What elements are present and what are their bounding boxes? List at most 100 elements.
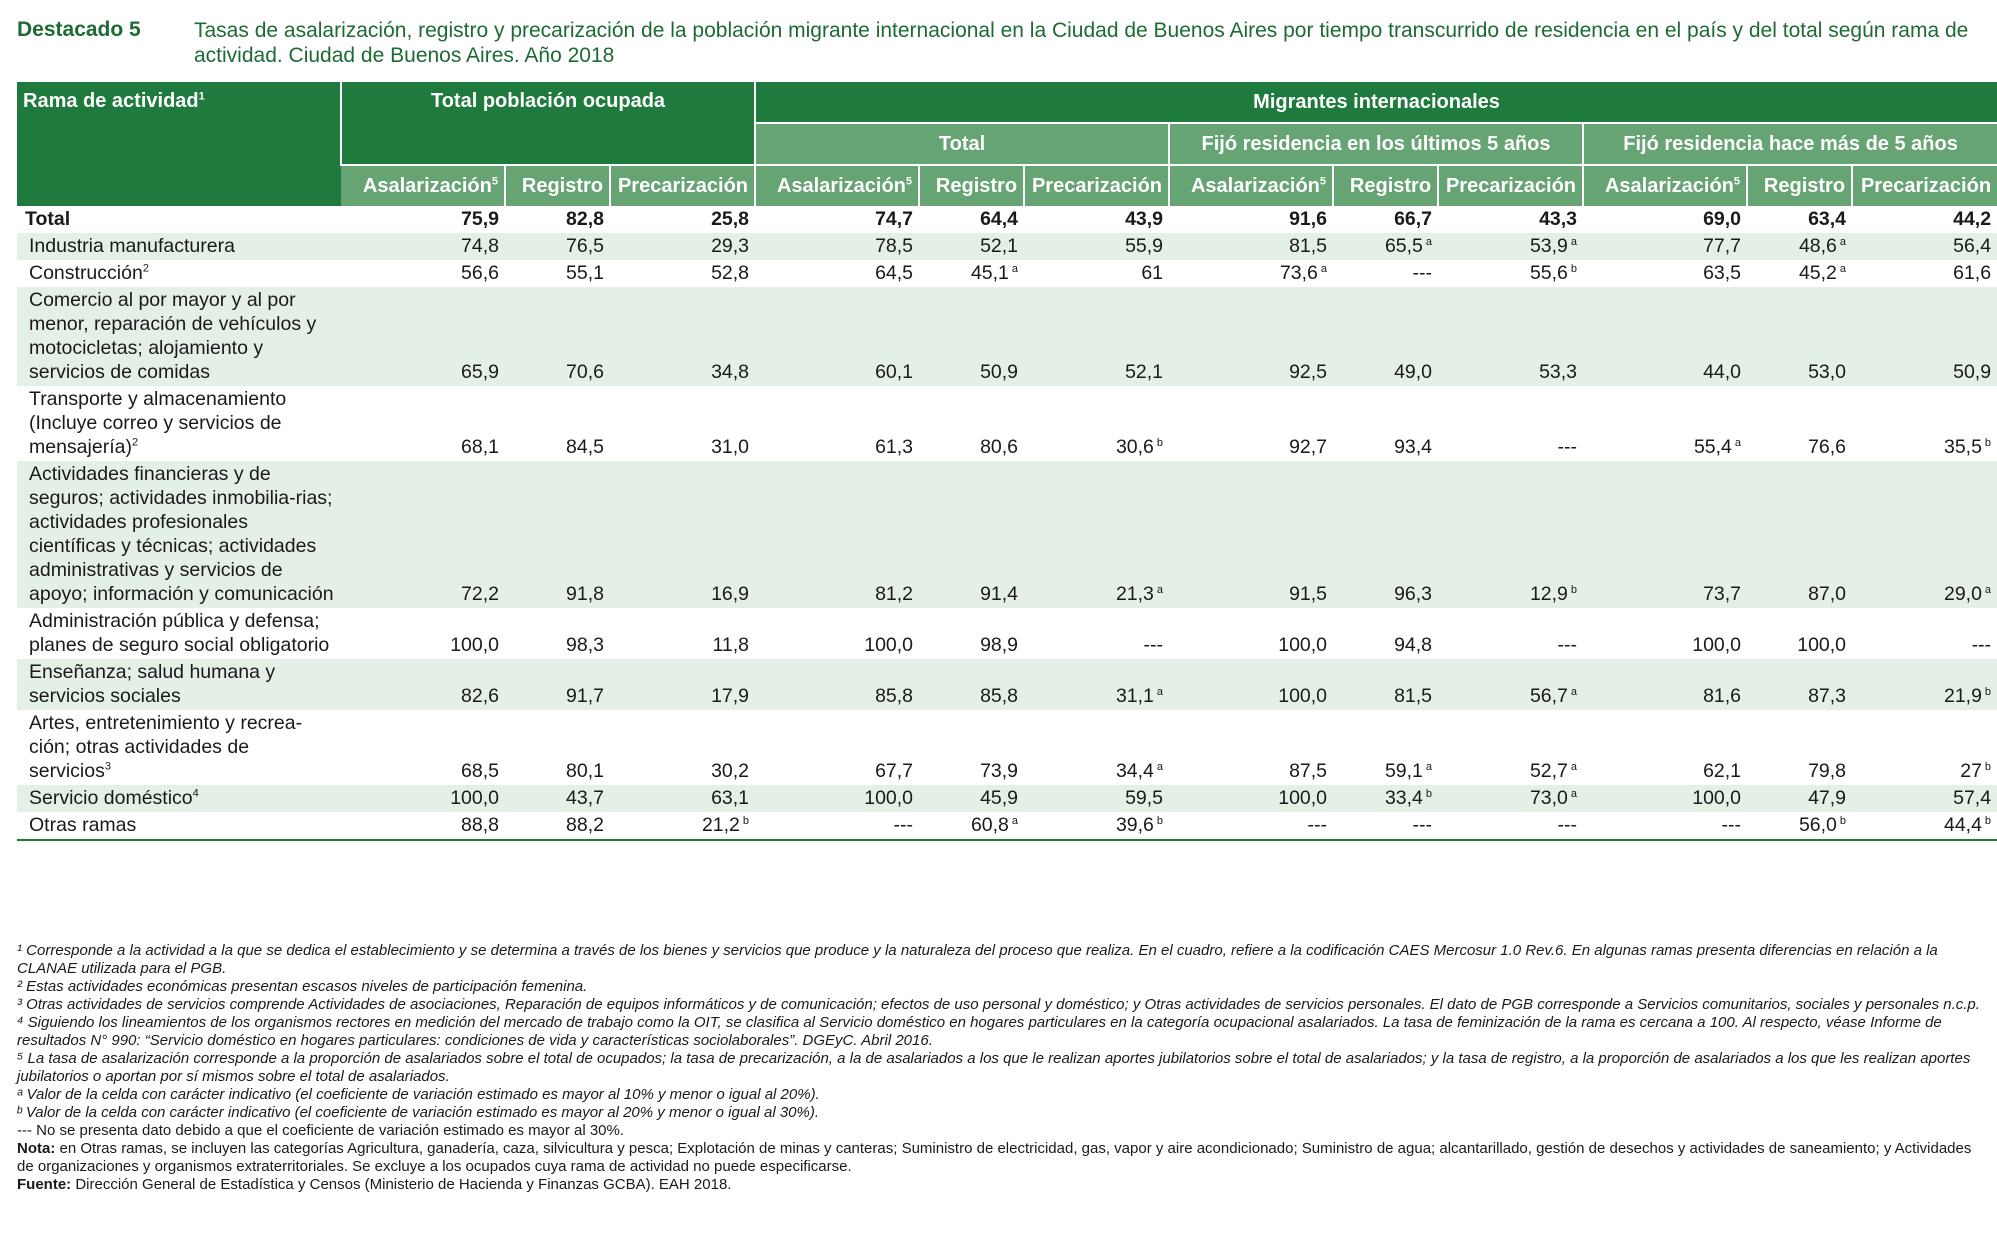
table-body: Total 75,9 82,8 25,8 74,7 64,4 43,9 91,6 66,7 43,… xyxy=(17,206,1997,841)
cell-note-marker: b xyxy=(1984,685,1992,698)
table-row: Industria manufacturera 74,8 76,5 29,3 78,5 5… xyxy=(17,233,1997,260)
table-cell: 100,0 xyxy=(864,634,914,656)
footnote-2: ² Estas actividades económicas presentan… xyxy=(17,978,588,995)
cell-note-marker: b xyxy=(1839,814,1847,827)
table-cell: 81,5 xyxy=(1169,233,1334,260)
table-cell: 35,5 b xyxy=(1943,436,1992,458)
table-cell: 60,8 a xyxy=(919,812,1025,841)
table-cell: 73,0 a xyxy=(1438,785,1584,812)
row-label: Administración pública y defensa; planes… xyxy=(29,610,330,656)
table-cell: --- xyxy=(1169,812,1334,841)
row-label: Otras ramas xyxy=(17,812,341,841)
cell-note-marker: b xyxy=(1570,583,1578,596)
table-row-total: Total 75,9 82,8 25,8 74,7 64,4 43,9 91,6 66,7 43,… xyxy=(17,206,1997,233)
cell-note-marker: a xyxy=(1011,814,1019,827)
footnote-dash: --- No se presenta dato debido a que el … xyxy=(17,1122,625,1139)
table-cell: 52,1 xyxy=(919,233,1025,260)
table-cell: --- xyxy=(755,812,920,841)
table-cell: 29,0 a xyxy=(1852,461,1997,608)
table-cell: 61 xyxy=(1141,262,1164,284)
cell-note-marker: a xyxy=(1425,235,1433,248)
table-cell: 68,1 xyxy=(461,436,499,458)
metric-header-registro: Registro xyxy=(1746,164,1853,206)
table-cell: 59,1 a xyxy=(1384,760,1433,782)
cell-note-marker: a xyxy=(1570,787,1578,800)
table-cell: 73,7 xyxy=(1583,461,1748,608)
table-cell: 62,1 xyxy=(1703,760,1742,782)
table-cell: 56,0 b xyxy=(1747,812,1853,841)
table-cell: 53,9 a xyxy=(1438,233,1584,260)
row-label: Industria manufacturera xyxy=(17,233,341,260)
table-cell: 55,4 a xyxy=(1693,436,1742,458)
table-cell: 53,3 xyxy=(1438,287,1584,386)
table-cell: 63,4 xyxy=(1808,208,1847,230)
table-cell: 100,0 xyxy=(1278,634,1328,656)
table-cell: 82,6 xyxy=(341,659,505,710)
table-cell: --- xyxy=(1557,436,1578,458)
source: Fuente: Dirección General de Estadística… xyxy=(17,1176,1980,1194)
table-cell: 45,9 xyxy=(919,785,1025,812)
table-cell: 56,6 xyxy=(461,262,499,284)
table-cell: 73,9 xyxy=(980,760,1019,782)
table-cell: 33,4 b xyxy=(1333,785,1439,812)
table-cell: 88,2 xyxy=(505,812,610,841)
table-cell: 31,0 xyxy=(711,436,750,458)
table-cell: 66,7 xyxy=(1394,208,1433,230)
source-text: Dirección General de Estadística y Censo… xyxy=(71,1176,732,1193)
table-cell: 100,0 xyxy=(450,634,499,656)
metric-header-precarización: Precarización xyxy=(1851,164,1997,206)
row-label: Total xyxy=(25,208,71,230)
cell-note-marker: a xyxy=(1984,583,1992,596)
table-cell: 29,3 xyxy=(610,233,756,260)
table-cell: 57,4 xyxy=(1852,785,1997,812)
table-cell: 91,4 xyxy=(919,461,1025,608)
cell-note-marker: b xyxy=(1984,814,1992,827)
table-cell: 21,9 b xyxy=(1852,659,1997,710)
table-cell: 16,9 xyxy=(610,461,756,608)
col-header-rama: Rama de actividad1 xyxy=(17,82,341,206)
table-cell: 39,6 b xyxy=(1024,812,1170,841)
footnote-5: ⁵ La tasa de asalarización corresponde a… xyxy=(17,1050,1971,1085)
table-title: Tasas de asalarización, registro y preca… xyxy=(194,19,1969,67)
table-row: Transporte y almacenamiento (Incluye cor… xyxy=(17,386,1997,461)
table-cell: 74,8 xyxy=(341,233,505,260)
table-cell: 45,2 a xyxy=(1798,262,1847,284)
table-cell: 45,1 a xyxy=(970,262,1019,284)
footnote-b: ᵇ Valor de la celda con carácter indicat… xyxy=(17,1104,820,1121)
cell-note-marker: a xyxy=(1425,760,1433,773)
cell-note-marker: a xyxy=(1156,760,1164,773)
table-cell: 100,0 xyxy=(1797,634,1847,656)
table-cell: 91,7 xyxy=(505,659,610,710)
cell-note-marker: a xyxy=(1156,685,1164,698)
table-cell: 81,6 xyxy=(1583,659,1748,710)
note: Nota: en Otras ramas, se incluyen las ca… xyxy=(17,1140,1980,1176)
metric-header-precarización: Precarización xyxy=(1023,164,1170,206)
row-label: Transporte y almacenamiento (Incluye cor… xyxy=(29,388,287,458)
table-cell: 92,5 xyxy=(1169,287,1334,386)
table-cell: 87,5 xyxy=(1289,760,1328,782)
table-cell: 72,2 xyxy=(341,461,505,608)
table-row: Otras ramas 88,8 88,2 21,2 b --- 60,8 a 39,6 b ---… xyxy=(17,812,1997,841)
table-cell: --- xyxy=(1971,634,1992,656)
cell-note-marker: a xyxy=(1320,262,1328,275)
table-cell: 100,0 xyxy=(1692,634,1742,656)
cell-note-marker: a xyxy=(1011,262,1019,275)
table-cell: 31,1 a xyxy=(1024,659,1170,710)
table-cell: 85,8 xyxy=(755,659,920,710)
row-label: Construcción2 xyxy=(29,262,149,284)
table-cell: 65,9 xyxy=(341,287,505,386)
table-row: Comercio al por mayor y al por menor, re… xyxy=(17,287,1997,386)
table-cell: 100,0 xyxy=(1169,785,1334,812)
table-row: Administración pública y defensa; planes… xyxy=(17,608,1997,659)
table-cell: 81,2 xyxy=(755,461,920,608)
table-cell: 12,9 b xyxy=(1438,461,1584,608)
table-cell: 55,1 xyxy=(566,262,604,284)
table-cell: 53,0 xyxy=(1747,287,1853,386)
table-cell: 63,5 xyxy=(1703,262,1742,284)
footnote-a: ᵃ Valor de la celda con carácter indicat… xyxy=(17,1086,820,1103)
table-cell: 100,0 xyxy=(341,785,505,812)
table-cell: 50,9 xyxy=(919,287,1025,386)
table-cell: 44,2 xyxy=(1953,208,1992,230)
table-cell: 34,8 xyxy=(610,287,756,386)
table-cell: 98,3 xyxy=(566,634,604,656)
